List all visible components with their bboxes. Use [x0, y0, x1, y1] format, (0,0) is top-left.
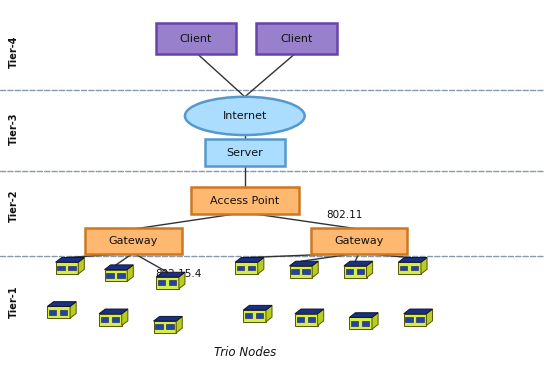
FancyBboxPatch shape [291, 269, 299, 274]
Ellipse shape [185, 97, 305, 135]
FancyBboxPatch shape [362, 321, 369, 326]
Polygon shape [153, 316, 182, 321]
Polygon shape [349, 313, 378, 318]
Polygon shape [55, 258, 84, 262]
Polygon shape [289, 261, 318, 266]
Text: Client: Client [280, 33, 313, 44]
Polygon shape [122, 309, 128, 326]
Polygon shape [367, 261, 373, 278]
FancyBboxPatch shape [101, 317, 108, 322]
FancyBboxPatch shape [308, 317, 315, 322]
Polygon shape [421, 258, 427, 274]
Text: Tier-1: Tier-1 [9, 286, 18, 318]
Polygon shape [426, 309, 432, 326]
Text: Trio Nodes: Trio Nodes [214, 346, 276, 359]
Text: Client: Client [180, 33, 212, 44]
FancyBboxPatch shape [235, 262, 258, 274]
Polygon shape [243, 305, 272, 310]
FancyBboxPatch shape [417, 317, 424, 322]
FancyBboxPatch shape [191, 187, 299, 214]
FancyBboxPatch shape [166, 325, 174, 329]
FancyBboxPatch shape [411, 266, 418, 270]
Polygon shape [266, 305, 272, 322]
Text: Access Point: Access Point [210, 195, 280, 206]
FancyBboxPatch shape [118, 273, 125, 278]
FancyBboxPatch shape [237, 266, 244, 270]
Polygon shape [404, 309, 432, 314]
FancyBboxPatch shape [289, 266, 312, 278]
FancyBboxPatch shape [156, 277, 179, 289]
Polygon shape [156, 272, 185, 277]
FancyBboxPatch shape [295, 314, 318, 326]
FancyBboxPatch shape [400, 266, 407, 270]
FancyBboxPatch shape [205, 139, 285, 166]
FancyBboxPatch shape [104, 270, 127, 282]
FancyBboxPatch shape [153, 321, 176, 333]
Polygon shape [179, 272, 185, 289]
Polygon shape [398, 258, 427, 262]
FancyBboxPatch shape [405, 317, 413, 322]
Polygon shape [70, 302, 76, 318]
FancyBboxPatch shape [169, 280, 176, 285]
FancyBboxPatch shape [85, 227, 182, 255]
FancyBboxPatch shape [398, 262, 421, 274]
FancyBboxPatch shape [155, 325, 163, 329]
Text: Internet: Internet [222, 111, 267, 121]
FancyBboxPatch shape [248, 266, 255, 270]
FancyBboxPatch shape [256, 314, 263, 318]
Text: Tier-4: Tier-4 [9, 35, 18, 68]
FancyBboxPatch shape [243, 310, 266, 322]
Text: Gateway: Gateway [109, 236, 158, 246]
FancyBboxPatch shape [57, 266, 65, 270]
FancyBboxPatch shape [106, 273, 114, 278]
FancyBboxPatch shape [311, 227, 407, 255]
FancyBboxPatch shape [357, 269, 364, 274]
FancyBboxPatch shape [344, 266, 367, 278]
FancyBboxPatch shape [49, 310, 57, 315]
Text: Gateway: Gateway [335, 236, 384, 246]
Text: Server: Server [226, 148, 263, 158]
FancyBboxPatch shape [245, 314, 252, 318]
FancyBboxPatch shape [302, 269, 310, 274]
FancyBboxPatch shape [55, 262, 78, 274]
Polygon shape [372, 313, 378, 329]
FancyBboxPatch shape [47, 307, 70, 318]
FancyBboxPatch shape [404, 314, 426, 326]
FancyBboxPatch shape [351, 321, 358, 326]
FancyBboxPatch shape [156, 24, 236, 54]
Polygon shape [344, 261, 373, 266]
Polygon shape [318, 309, 324, 326]
Text: Tier-3: Tier-3 [9, 113, 18, 145]
Polygon shape [235, 258, 264, 262]
Polygon shape [295, 309, 324, 314]
Polygon shape [78, 258, 84, 274]
Polygon shape [47, 302, 76, 307]
FancyBboxPatch shape [60, 310, 67, 315]
FancyBboxPatch shape [158, 280, 165, 285]
Polygon shape [176, 316, 182, 333]
Polygon shape [312, 261, 318, 278]
FancyBboxPatch shape [69, 266, 76, 270]
Text: 802.11: 802.11 [326, 210, 363, 220]
Polygon shape [127, 265, 133, 282]
FancyBboxPatch shape [349, 318, 372, 329]
FancyBboxPatch shape [112, 317, 119, 322]
FancyBboxPatch shape [345, 269, 353, 274]
FancyBboxPatch shape [99, 314, 122, 326]
FancyBboxPatch shape [296, 317, 304, 322]
FancyBboxPatch shape [256, 24, 337, 54]
Polygon shape [104, 265, 133, 270]
Polygon shape [258, 258, 264, 274]
Text: Tier-2: Tier-2 [9, 190, 18, 222]
Text: 802.15.4: 802.15.4 [155, 269, 201, 279]
Polygon shape [99, 309, 128, 314]
